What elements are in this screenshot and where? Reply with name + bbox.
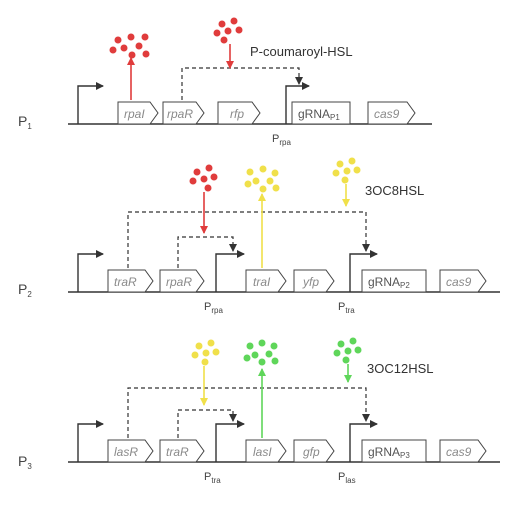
gene-gfp: gfp [293, 439, 335, 463]
svg-text:rpaI: rpaI [124, 107, 145, 121]
gene-cas9: cas9 [439, 439, 487, 463]
promoter-label-prpa: Prpa [204, 301, 223, 315]
promoter-arrow [77, 420, 104, 462]
svg-text:traR: traR [166, 445, 189, 459]
molecule-cluster-red-input [213, 17, 243, 44]
molecule-label-3oc8hsl: 3OC8HSL [365, 183, 424, 198]
molecule-cluster-yellow-produced [244, 165, 280, 193]
molecule-cluster-green-input [333, 337, 362, 364]
svg-text:rpaR: rpaR [166, 275, 192, 289]
svg-text:cas9: cas9 [374, 107, 400, 121]
promoter-label-ptra: Ptra [204, 471, 221, 485]
svg-text:gRNAP3: gRNAP3 [368, 445, 410, 460]
gene-traI: traI [245, 269, 287, 293]
gene-cas9: cas9 [367, 101, 416, 125]
promoter-label-ptra: Ptra [338, 301, 355, 315]
promoter-arrow-plas [349, 420, 378, 462]
svg-text:traI: traI [253, 275, 271, 289]
molecule-cluster-yellow-input [332, 157, 361, 184]
regulation-rpaR-to-prpa [177, 236, 237, 268]
molecule-cluster-red-produced [109, 33, 150, 59]
promoter-arrow-prpa [215, 250, 245, 292]
promoter-label-prpa: Prpa [272, 133, 291, 147]
molecule-cluster-red-input [189, 164, 218, 192]
svg-text:rpaR: rpaR [167, 107, 193, 121]
svg-text:traR: traR [114, 275, 137, 289]
svg-text:gRNAP2: gRNAP2 [368, 275, 410, 290]
gene-rpaI: rpaI [117, 101, 159, 125]
row-label-p3: P3 [18, 453, 32, 471]
gene-lasI: lasI [245, 439, 287, 463]
gene-rpaR: rpaR [162, 101, 205, 125]
promoter-arrow [77, 82, 104, 124]
svg-text:yfp: yfp [302, 275, 319, 289]
row-label-p2: P2 [18, 281, 32, 299]
svg-text:lasR: lasR [114, 445, 138, 459]
svg-text:gfp: gfp [303, 445, 320, 459]
promoter-arrow [77, 250, 104, 292]
promoter-arrow-ptra [349, 250, 378, 292]
molecule-cluster-yellow-input [191, 339, 220, 366]
regulation-lasR-to-plas [127, 387, 370, 438]
gene-grna-p3: gRNAP3 [361, 439, 427, 463]
row-p1: P1 rpaI rpaR rfp gRNAP1 cas9 [18, 17, 432, 147]
svg-text:cas9: cas9 [446, 445, 472, 459]
promoter-arrow-prpa [285, 82, 310, 124]
promoter-arrow-ptra [215, 420, 245, 462]
gene-rpaR: rpaR [159, 269, 205, 293]
row-label-p1: P1 [18, 113, 32, 131]
row-p3: P3 lasR traR lasI gfp gRNAP3 c [18, 337, 500, 485]
row-p2: P2 traR rpaR traI yfp gRNAP2 c [18, 157, 500, 315]
svg-text:lasI: lasI [253, 445, 272, 459]
gene-traR: traR [107, 269, 154, 293]
molecule-label-p-coumaroyl-hsl: P-coumaroyl-HSL [250, 44, 353, 59]
gene-rfp: rfp [217, 101, 261, 125]
gene-grna-p2: gRNAP2 [361, 269, 427, 293]
regulation-traR-to-ptra [127, 211, 370, 268]
promoter-label-plas: Plas [338, 471, 356, 485]
svg-text:rfp: rfp [230, 107, 244, 121]
molecule-cluster-green-produced [243, 339, 279, 366]
molecule-label-3oc12hsl: 3OC12HSL [367, 361, 433, 376]
regulation-rpaR-to-prpa [181, 67, 303, 100]
gene-traR: traR [159, 439, 205, 463]
gene-grna-p1: gRNAP1 [291, 101, 351, 125]
gene-cas9: cas9 [439, 269, 487, 293]
gene-yfp: yfp [293, 269, 335, 293]
svg-text:gRNAP1: gRNAP1 [298, 107, 340, 122]
regulation-traR-to-ptra [177, 409, 237, 438]
svg-text:cas9: cas9 [446, 275, 472, 289]
gene-lasR: lasR [107, 439, 154, 463]
